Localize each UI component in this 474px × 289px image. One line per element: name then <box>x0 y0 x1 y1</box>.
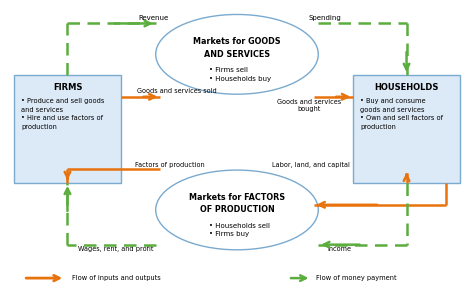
Text: Markets for FACTORS: Markets for FACTORS <box>189 192 285 202</box>
Text: • Produce and sell goods
and services
• Hire and use factors of
production: • Produce and sell goods and services • … <box>21 98 104 129</box>
Text: Income: Income <box>327 246 351 252</box>
Text: FIRMS: FIRMS <box>53 83 82 92</box>
Ellipse shape <box>155 14 319 94</box>
Text: Factors of production: Factors of production <box>135 162 204 168</box>
Text: OF PRODUCTION: OF PRODUCTION <box>200 205 274 214</box>
Text: Revenue: Revenue <box>138 15 169 21</box>
Text: • Buy and consume
goods and services
• Own and sell factors of
production: • Buy and consume goods and services • O… <box>360 98 443 129</box>
Text: • Firms sell
• Households buy: • Firms sell • Households buy <box>209 67 271 82</box>
Text: Goods and services sold: Goods and services sold <box>137 88 217 94</box>
Text: Goods and services
bought: Goods and services bought <box>277 99 341 112</box>
Text: Flow of money payment: Flow of money payment <box>316 275 397 281</box>
Text: AND SERVICES: AND SERVICES <box>204 50 270 59</box>
Text: Markets for GOODS: Markets for GOODS <box>193 37 281 46</box>
FancyBboxPatch shape <box>14 75 121 183</box>
Text: Flow of inputs and outputs: Flow of inputs and outputs <box>72 275 161 281</box>
Text: HOUSEHOLDS: HOUSEHOLDS <box>374 83 439 92</box>
Text: Spending: Spending <box>309 15 342 21</box>
FancyBboxPatch shape <box>353 75 460 183</box>
Text: Labor, land, and capital: Labor, land, and capital <box>273 162 350 168</box>
Text: Wages, rent, and profit: Wages, rent, and profit <box>79 246 154 252</box>
Ellipse shape <box>155 170 319 250</box>
Text: • Households sell
• Firms buy: • Households sell • Firms buy <box>209 223 270 237</box>
